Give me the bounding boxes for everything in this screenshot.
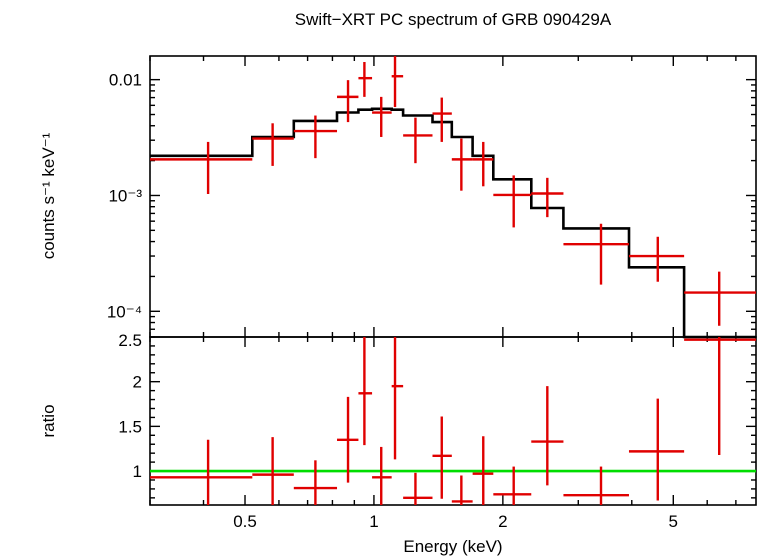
y-tick-label: 1.5 <box>118 417 142 436</box>
x-tick-label: 2 <box>498 512 507 531</box>
ratio-frame <box>149 336 757 506</box>
ratio-data <box>150 337 756 505</box>
spectrum-frame <box>149 55 757 338</box>
y-tick-label: 1 <box>133 462 142 481</box>
ratio-axes <box>149 336 756 505</box>
spectrum-y-tick-labels: 0.01 10⁻³ 10⁻⁴ <box>107 71 143 322</box>
ratio-y-tick-labels: 1 1.5 2 2.5 <box>118 331 142 481</box>
y-tick-label: 10⁻⁴ <box>107 302 142 321</box>
energy-x-tick-labels: 0.5 1 2 5 <box>233 512 678 531</box>
chart-title: Swift−XRT PC spectrum of GRB 090429A <box>295 10 612 29</box>
ratio-panel: 1 1.5 2 2.5 0.5 1 2 5 ratio Energy (keV) <box>39 331 757 556</box>
y-tick-label: 10⁻³ <box>108 186 142 205</box>
spectrum-model <box>150 107 756 339</box>
y-tick-label: 2.5 <box>118 331 142 350</box>
energy-x-axis-label: Energy (keV) <box>403 537 502 556</box>
x-tick-label: 5 <box>669 512 678 531</box>
spectrum-panel: 0.01 10⁻³ 10⁻⁴ counts s⁻¹ keV⁻¹ <box>39 55 757 339</box>
x-tick-label: 1 <box>369 512 378 531</box>
y-tick-label: 2 <box>133 373 142 392</box>
ratio-y-axis-label: ratio <box>39 404 58 437</box>
x-tick-label: 0.5 <box>233 512 257 531</box>
spectrum-data <box>150 56 756 326</box>
spectrum-axes <box>149 56 756 338</box>
model-step-line <box>150 107 756 339</box>
spectrum-y-axis-label: counts s⁻¹ keV⁻¹ <box>39 132 58 259</box>
y-tick-label: 0.01 <box>109 71 142 90</box>
